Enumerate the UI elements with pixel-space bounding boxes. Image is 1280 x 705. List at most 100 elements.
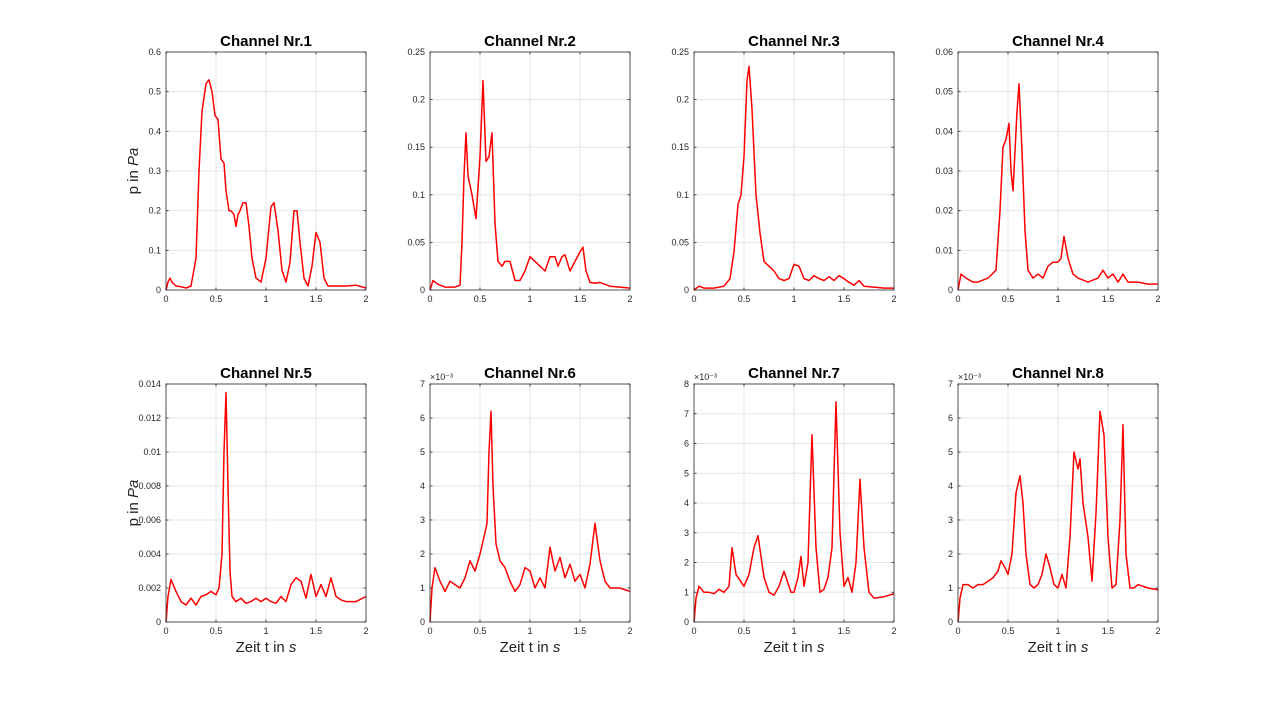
exponent-label: ×10⁻³ bbox=[430, 372, 453, 382]
y-tick-label: 1 bbox=[420, 583, 425, 593]
y-tick-label: 0.1 bbox=[412, 190, 425, 200]
exponent-label: ×10⁻³ bbox=[694, 372, 717, 382]
y-tick-label: 0.25 bbox=[407, 47, 425, 57]
x-tick-label: 1 bbox=[791, 294, 796, 304]
x-axis-label: Zeit t in s bbox=[764, 639, 825, 656]
y-tick-label: 8 bbox=[684, 379, 689, 389]
x-tick-label: 2 bbox=[627, 294, 632, 304]
y-tick-label: 0.15 bbox=[671, 142, 689, 152]
x-tick-label: 0 bbox=[955, 294, 960, 304]
y-tick-label: 0.2 bbox=[412, 95, 425, 105]
y-tick-label: 0.03 bbox=[935, 166, 953, 176]
y-axis-label-unit: Pa bbox=[125, 148, 142, 166]
x-tick-label: 2 bbox=[891, 626, 896, 636]
chart-panel-8: 0 0.5 1 1.5 2 0 1 2 3 4 5 6 7 ×10⁻³ Channel Nr.8 Zeit t… bbox=[948, 365, 1161, 656]
x-tick-label: 2 bbox=[1155, 626, 1160, 636]
y-tick-label: 5 bbox=[948, 447, 953, 457]
y-tick-label: 4 bbox=[420, 481, 425, 491]
y-axis-label: p in Pa bbox=[125, 480, 142, 527]
x-tick-label: 0 bbox=[163, 626, 168, 636]
x-axis-label-unit: s bbox=[553, 639, 561, 656]
x-tick-label: 1 bbox=[263, 294, 268, 304]
y-tick-label: 0.05 bbox=[407, 237, 425, 247]
x-tick-label: 1 bbox=[527, 294, 532, 304]
x-axis-label: Zeit t in s bbox=[236, 639, 297, 656]
x-tick-label: 0.5 bbox=[1002, 294, 1015, 304]
x-axis-label-text: Zeit t in bbox=[500, 639, 553, 656]
x-axis-label-text: Zeit t in bbox=[764, 639, 817, 656]
chart-title: Channel Nr.5 bbox=[220, 365, 312, 382]
y-tick-label: 2 bbox=[948, 549, 953, 559]
x-tick-label: 1.5 bbox=[310, 294, 323, 304]
y-tick-label: 6 bbox=[420, 413, 425, 423]
exponent-label: ×10⁻³ bbox=[958, 372, 981, 382]
y-tick-label: 7 bbox=[420, 379, 425, 389]
chart-title: Channel Nr.7 bbox=[748, 365, 840, 382]
chart-title: Channel Nr.8 bbox=[1012, 365, 1104, 382]
y-axis-label-unit: Pa bbox=[125, 480, 142, 498]
chart-title: Channel Nr.6 bbox=[484, 365, 576, 382]
y-tick-label: 6 bbox=[948, 413, 953, 423]
chart-title: Channel Nr.4 bbox=[1012, 33, 1104, 50]
y-tick-label: 0.06 bbox=[935, 47, 953, 57]
y-tick-label: 4 bbox=[684, 498, 689, 508]
y-tick-label: 5 bbox=[684, 468, 689, 478]
y-tick-label: 0.2 bbox=[148, 206, 161, 216]
y-tick-label: 0 bbox=[156, 285, 161, 295]
x-tick-label: 1.5 bbox=[838, 294, 851, 304]
x-tick-label: 0.5 bbox=[738, 626, 751, 636]
x-tick-label: 0.5 bbox=[738, 294, 751, 304]
y-axis-label: p in Pa bbox=[125, 148, 142, 195]
y-tick-label: 5 bbox=[420, 447, 425, 457]
y-tick-label: 0.1 bbox=[148, 245, 161, 255]
y-tick-label: 7 bbox=[948, 379, 953, 389]
chart-panel-1: 0 0.5 1 1.5 2 0 0.1 0.2 0.3 0.4 0.5 0.6 Channel Nr.1… bbox=[125, 33, 369, 304]
chart-panel-7: 0 0.5 1 1.5 2 0 1 2 3 4 5 6 7 8 ×10⁻³ Channel Nr.7 Zeit … bbox=[684, 365, 897, 656]
y-tick-label: 7 bbox=[684, 409, 689, 419]
y-tick-label: 0 bbox=[684, 617, 689, 627]
y-tick-label: 2 bbox=[420, 549, 425, 559]
x-tick-label: 0.5 bbox=[210, 294, 223, 304]
y-tick-label: 0.02 bbox=[935, 206, 953, 216]
y-tick-label: 0.25 bbox=[671, 47, 689, 57]
x-tick-label: 1.5 bbox=[838, 626, 851, 636]
y-tick-label: 0.05 bbox=[671, 237, 689, 247]
y-tick-label: 0.004 bbox=[138, 549, 161, 559]
y-tick-label: 0.4 bbox=[148, 126, 161, 136]
y-tick-label: 0 bbox=[684, 285, 689, 295]
x-tick-label: 0.5 bbox=[474, 626, 487, 636]
chart-panel-6: 0 0.5 1 1.5 2 0 1 2 3 4 5 6 7 ×10⁻³ Channel Nr.6 Zeit t… bbox=[420, 365, 633, 656]
series-line bbox=[957, 410, 1159, 623]
y-tick-label: 0 bbox=[948, 285, 953, 295]
chart-panel-4: 0 0.5 1 1.5 2 0 0.01 0.02 0.03 0.04 0.05 0.06 Channe… bbox=[935, 33, 1160, 304]
x-tick-label: 0.5 bbox=[474, 294, 487, 304]
x-tick-label: 1.5 bbox=[310, 626, 323, 636]
y-tick-label: 0.3 bbox=[148, 166, 161, 176]
y-tick-label: 4 bbox=[948, 481, 953, 491]
series-line bbox=[165, 79, 367, 291]
x-axis-label-unit: s bbox=[1081, 639, 1089, 656]
y-tick-label: 1 bbox=[684, 587, 689, 597]
y-tick-label: 0.1 bbox=[676, 190, 689, 200]
x-axis-label: Zeit t in s bbox=[1028, 639, 1089, 656]
y-tick-label: 0.15 bbox=[407, 142, 425, 152]
y-tick-label: 3 bbox=[684, 528, 689, 538]
y-axis-label-text: p in bbox=[125, 498, 142, 526]
y-tick-label: 0.6 bbox=[148, 47, 161, 57]
y-tick-label: 0.05 bbox=[935, 87, 953, 97]
x-tick-label: 0 bbox=[691, 294, 696, 304]
x-axis-label-text: Zeit t in bbox=[236, 639, 289, 656]
x-tick-label: 1.5 bbox=[1102, 626, 1115, 636]
y-tick-label: 1 bbox=[948, 583, 953, 593]
y-tick-label: 3 bbox=[948, 515, 953, 525]
series-line bbox=[693, 401, 895, 623]
series-line bbox=[957, 82, 1158, 291]
x-tick-label: 1 bbox=[527, 626, 532, 636]
series-line bbox=[429, 79, 631, 291]
x-tick-label: 2 bbox=[363, 294, 368, 304]
y-tick-label: 0 bbox=[948, 617, 953, 627]
x-tick-label: 2 bbox=[627, 626, 632, 636]
y-tick-label: 0.002 bbox=[138, 583, 161, 593]
